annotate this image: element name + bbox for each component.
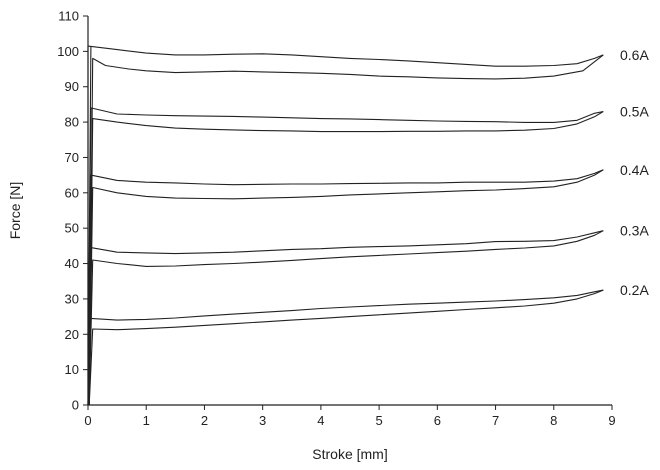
x-tick-label: 3 (259, 413, 266, 428)
series-line-upper (87, 169, 604, 406)
series-label: 0.4A (620, 162, 649, 178)
x-tick-label: 8 (550, 413, 557, 428)
series-label: 0.5A (620, 103, 649, 119)
x-tick-label: 4 (317, 413, 324, 428)
y-tick-label: 40 (65, 256, 79, 271)
x-tick-label: 5 (375, 413, 382, 428)
series-line-upper (87, 230, 604, 406)
y-tick-label: 80 (65, 115, 79, 130)
y-axis-title: Force [N] (7, 182, 23, 240)
y-tick-label: 0 (72, 398, 79, 413)
y-tick-label: 50 (65, 221, 79, 236)
x-tick-label: 2 (201, 413, 208, 428)
x-ticks: 0 1 2 3 4 5 6 7 8 9 (84, 405, 616, 428)
y-tick-label: 10 (65, 362, 79, 377)
x-tick-label: 1 (143, 413, 150, 428)
series-line-upper (87, 289, 604, 406)
x-tick-label: 6 (434, 413, 441, 428)
x-tick-label: 7 (492, 413, 499, 428)
series-label: 0.3A (620, 223, 649, 239)
x-axis-title: Stroke [mm] (312, 446, 387, 462)
plot-area (87, 45, 604, 406)
y-tick-label: 70 (65, 150, 79, 165)
series-line-lower (88, 111, 604, 406)
y-tick-label: 20 (65, 327, 79, 342)
y-tick-label: 110 (58, 9, 79, 24)
series-label: 0.6A (620, 47, 649, 63)
x-tick-label: 0 (84, 413, 91, 428)
series-label: 0.2A (620, 282, 649, 298)
y-tick-label: 30 (65, 291, 79, 306)
series-line-lower (88, 230, 604, 406)
series-line-lower (88, 54, 604, 406)
y-tick-label: 100 (57, 44, 79, 59)
series-labels: 0.6A 0.5A 0.4A 0.3A 0.2A (620, 47, 649, 298)
x-tick-label: 9 (608, 413, 615, 428)
y-ticks: 0 10 20 30 40 50 60 70 80 90 100 110 (57, 9, 88, 413)
y-tick-label: 60 (65, 185, 79, 200)
y-tick-label: 90 (65, 79, 79, 94)
series-line-lower (88, 169, 604, 406)
series-line-upper (87, 45, 604, 405)
axes: 0 1 2 3 4 5 6 7 8 9 0 10 20 30 40 50 60 70 80 90 100 110 Str… (7, 9, 616, 463)
series-line-upper (87, 107, 604, 406)
series-line-lower (88, 289, 604, 406)
